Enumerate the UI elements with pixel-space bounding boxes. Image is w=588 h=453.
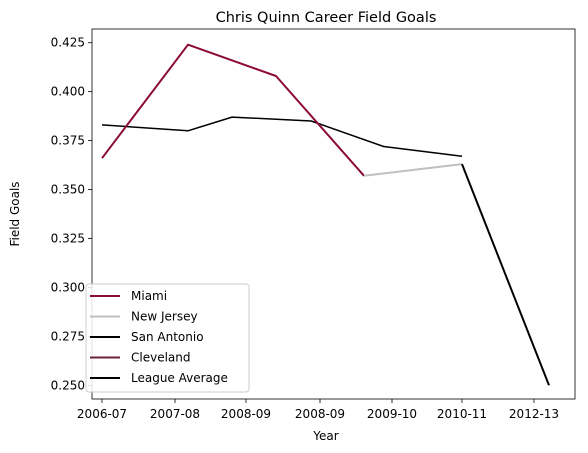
- legend-frame: [85, 283, 250, 393]
- x-tick-label: 2012-13: [509, 407, 559, 421]
- x-tick-label: 2008-09: [295, 407, 345, 421]
- series-lines: [101, 43, 550, 386]
- x-tick-label: 2008-09: [221, 407, 271, 421]
- legend-label: New Jersey: [131, 310, 198, 324]
- legend-label: Miami: [131, 289, 167, 303]
- x-axis-ticks: 2006-07 2007-08 2008-09 2008-09 2009-10 2010-…: [77, 399, 559, 421]
- x-tick-label: 2006-07: [77, 407, 127, 421]
- y-tick-label: 0.400: [51, 85, 85, 99]
- y-tick-label: 0.300: [51, 280, 85, 294]
- x-tick-label: 2009-10: [367, 407, 417, 421]
- y-axis-label: Field Goals: [8, 181, 22, 246]
- series-line-league-average: [101, 116, 463, 157]
- legend-label: League Average: [131, 371, 228, 385]
- y-tick-label: 0.425: [51, 36, 85, 50]
- y-tick-label: 0.275: [51, 329, 85, 343]
- y-tick-label: 0.350: [51, 183, 85, 197]
- legend-label: Cleveland: [131, 351, 191, 365]
- x-tick-label: 2010-11: [437, 407, 487, 421]
- legend: Miami New Jersey San Antonio Cleveland Leagu…: [85, 283, 250, 393]
- series-line-miami: [101, 43, 365, 177]
- chart-title: Chris Quinn Career Field Goals: [216, 10, 437, 26]
- series-line-new-jersey: [363, 163, 463, 177]
- y-tick-label: 0.375: [51, 134, 85, 148]
- x-axis-label: Year: [312, 429, 338, 443]
- legend-label: San Antonio: [131, 330, 204, 344]
- x-tick-label: 2007-08: [150, 407, 200, 421]
- y-tick-label: 0.325: [51, 231, 85, 245]
- series-line-san-antonio: [461, 163, 550, 386]
- y-axis-ticks: 0.250 0.275 0.300 0.325 0.350 0.375 0.400 0.425: [51, 36, 92, 392]
- y-tick-label: 0.250: [51, 378, 85, 392]
